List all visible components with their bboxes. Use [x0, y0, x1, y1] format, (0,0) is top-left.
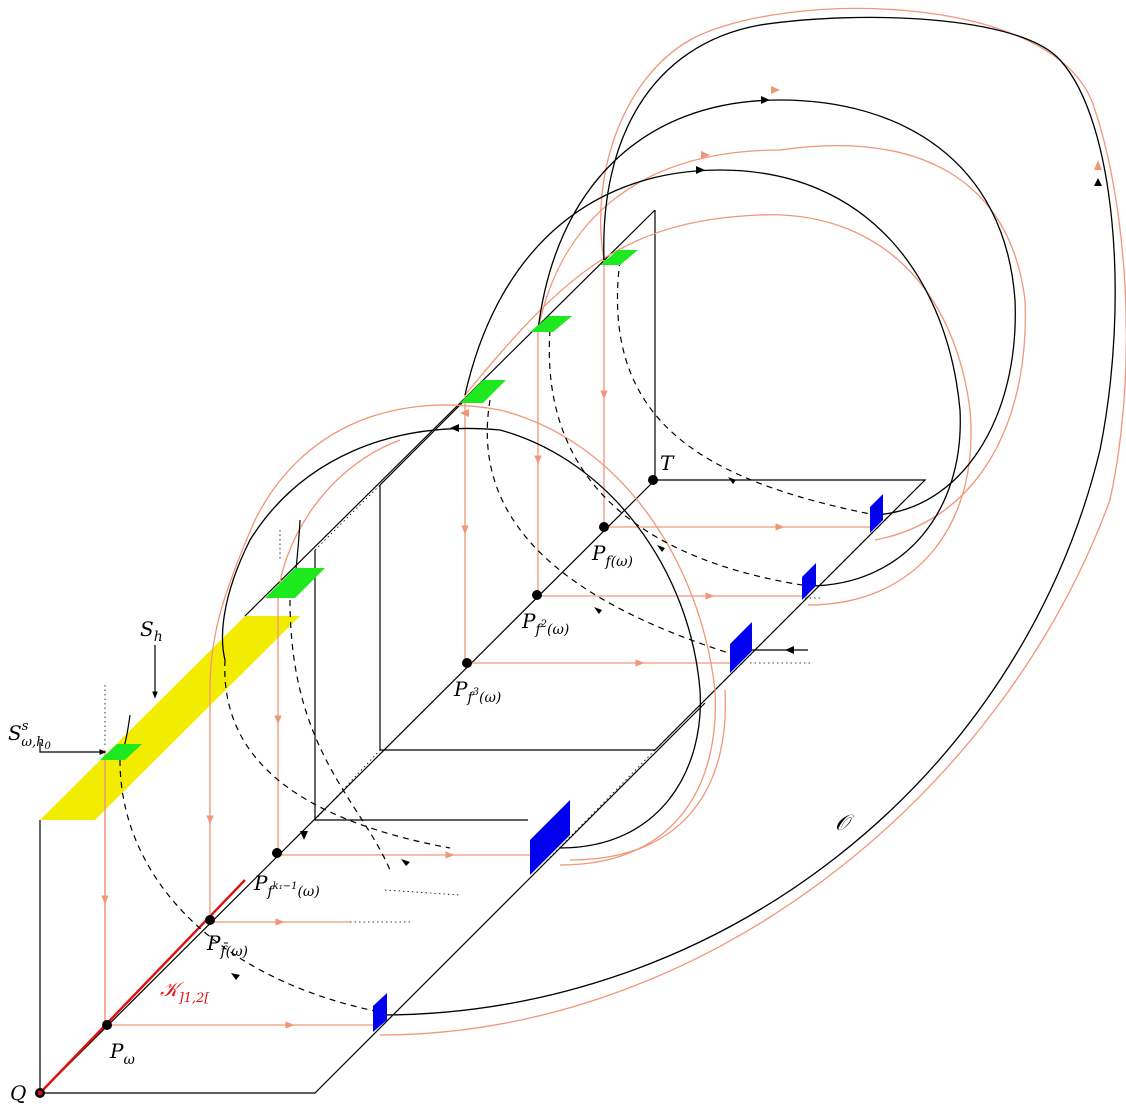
main-diagonal — [39, 479, 656, 1094]
point-t — [648, 475, 658, 485]
black-arrowheads — [231, 96, 1102, 980]
label-o: 𝒪 — [835, 811, 854, 836]
dashed-trajectories — [119, 259, 876, 1013]
label-p-fk: Pfk₁−1(ω) — [253, 871, 320, 900]
label-q: Q — [10, 1081, 26, 1105]
yellow-strip-sh — [40, 616, 300, 820]
dotted-lines — [104, 484, 820, 923]
salmon-orbits — [101, 7, 1126, 1036]
label-s-omega: Ss ω,h0 — [8, 719, 51, 752]
black-orbits — [221, 16, 1116, 1016]
frame-lines — [39, 209, 927, 1094]
point-p-fk — [272, 848, 282, 858]
label-t: T — [660, 451, 675, 475]
label-k: 𝒦]1,2[ — [160, 977, 210, 1006]
point-p-omega — [102, 1020, 112, 1030]
middle-plane — [314, 550, 528, 821]
point-p-fbar — [205, 915, 215, 925]
salmon-arrowheads — [460, 86, 1102, 417]
point-p-f1 — [599, 522, 609, 532]
points — [35, 475, 658, 1098]
green-patches — [100, 250, 638, 760]
point-p-f3 — [462, 658, 472, 668]
back-plane-left — [379, 210, 927, 751]
point-p-f2 — [532, 590, 542, 600]
front-plane — [40, 879, 529, 1094]
red-segment-k — [39, 879, 246, 1094]
blue-patches — [373, 494, 883, 1032]
label-p-omega: Pω — [109, 1039, 135, 1068]
label-p-fbar: Pf̄(ω) — [206, 931, 248, 960]
label-p-f1: Pf(ω) — [591, 541, 633, 570]
label-p-f2: Pf2(ω) — [521, 609, 569, 638]
label-p-f3: Pf3(ω) — [453, 677, 501, 706]
label-s-h: Sh — [140, 617, 163, 645]
